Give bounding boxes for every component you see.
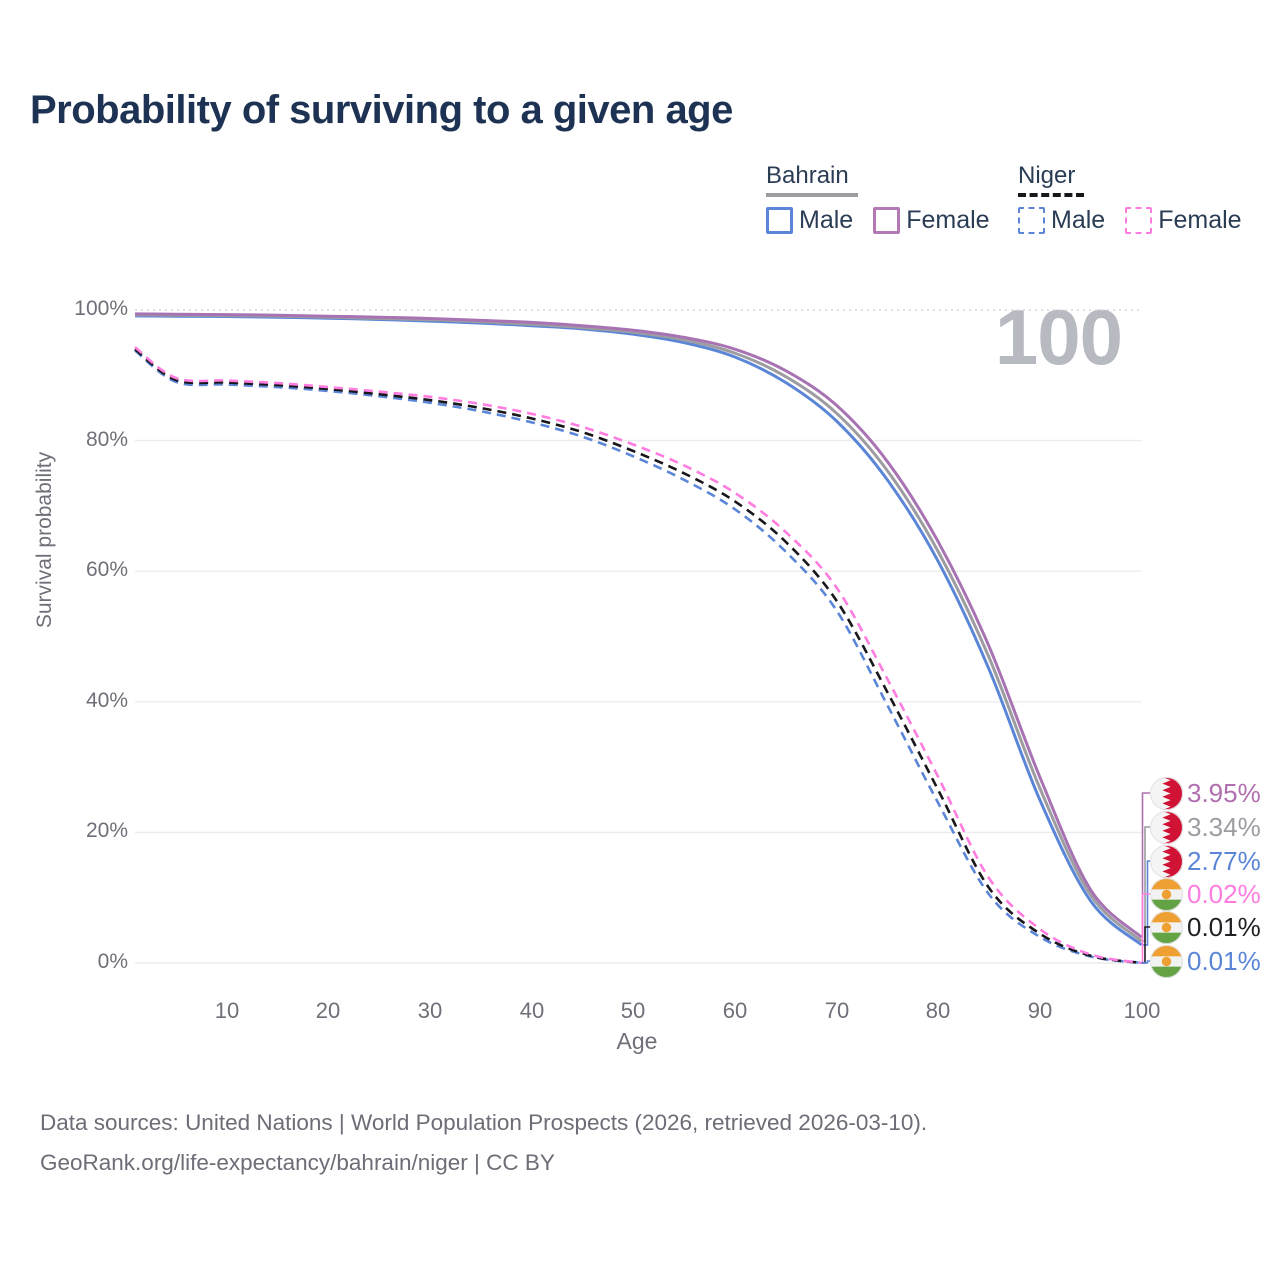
bahrain-flag-icon: [1150, 844, 1183, 878]
y-tick-100%: 100%: [74, 297, 128, 320]
series-line-niger-female: [134, 346, 1142, 965]
legend-item-bahrain-female[interactable]: Female: [873, 206, 990, 235]
attribution-text: GeoRank.org/life-expectancy/bahrain/nige…: [40, 1150, 555, 1175]
niger-male-swatch-icon: [1018, 207, 1045, 234]
legend-item-bahrain-male[interactable]: Male: [766, 206, 853, 235]
page-title: Probability of surviving to a given age: [30, 88, 733, 132]
legend-country-bahrain: Bahrain: [766, 162, 849, 189]
niger-female-swatch-icon: [1125, 207, 1153, 234]
x-tick-10: 10: [214, 998, 240, 1023]
legend-label: Male: [799, 206, 854, 234]
legend-item-niger-female[interactable]: Female: [1125, 206, 1242, 235]
legend-group-bahrain: Bahrain Male Female: [766, 162, 1010, 235]
data-sources-text: Data sources: United Nations | World Pop…: [40, 1110, 928, 1135]
series-line-bahrain-all: [134, 313, 1143, 943]
series-line-bahrain-male: [134, 314, 1143, 947]
end-label-niger-male: 0.01%: [1150, 944, 1261, 978]
bahrain-flag-icon: [1150, 776, 1183, 810]
end-label-bahrain-female: 3.95%: [1150, 776, 1261, 810]
age-counter-watermark: 100: [994, 293, 1123, 381]
niger-flag-icon: [1150, 877, 1183, 911]
x-tick-40: 40: [519, 998, 545, 1023]
x-tick-90: 90: [1027, 998, 1053, 1023]
x-axis-title: Age: [616, 1028, 658, 1054]
x-tick-70: 70: [824, 998, 850, 1023]
end-value: 3.95%: [1187, 777, 1261, 808]
end-label-bahrain-male: 2.77%: [1150, 844, 1261, 878]
end-value: 2.77%: [1187, 845, 1261, 876]
survival-probability-chart: [134, 309, 1151, 965]
legend-country-niger: Niger: [1018, 162, 1076, 189]
series-line-niger-all: [134, 348, 1142, 965]
end-value: 0.01%: [1187, 945, 1261, 976]
x-tick-20: 20: [315, 998, 341, 1023]
niger-flag-icon: [1150, 910, 1183, 944]
end-label-bahrain-both-sexes: 3.34%: [1150, 810, 1261, 844]
legend-label: Female: [1158, 206, 1242, 234]
end-label-niger-female: 0.02%: [1150, 877, 1261, 911]
end-value: 0.01%: [1187, 911, 1261, 942]
legend-group-niger: Niger Male Female: [1018, 162, 1262, 235]
end-value: 0.02%: [1187, 878, 1261, 909]
y-tick-80%: 80%: [85, 428, 128, 451]
legend-label: Male: [1051, 206, 1106, 234]
y-tick-60%: 60%: [85, 558, 128, 581]
series-line-niger-male: [134, 349, 1142, 965]
x-tick-30: 30: [417, 998, 443, 1023]
x-tick-80: 80: [925, 998, 951, 1023]
x-tick-60: 60: [722, 998, 748, 1023]
bahrain-male-swatch-icon: [766, 207, 793, 234]
bahrain-female-swatch-icon: [873, 207, 901, 234]
legend-item-niger-male[interactable]: Male: [1018, 206, 1105, 235]
x-tick-50: 50: [620, 998, 646, 1023]
legend-line-sample-bahrain: [766, 193, 858, 197]
y-tick-20%: 20%: [85, 819, 128, 842]
niger-flag-icon: [1150, 944, 1183, 978]
end-value: 3.34%: [1187, 811, 1261, 842]
legend-label: Female: [906, 206, 990, 234]
y-tick-40%: 40%: [85, 689, 128, 712]
leader-line: [1141, 960, 1151, 964]
y-tick-0%: 0%: [97, 950, 128, 973]
x-tick-100: 100: [1123, 998, 1161, 1023]
end-label-niger-both-sexes: 0.01%: [1150, 910, 1261, 944]
series-line-bahrain-female: [134, 312, 1143, 939]
bahrain-flag-icon: [1150, 810, 1183, 844]
legend-line-sample-niger: [1018, 193, 1084, 197]
